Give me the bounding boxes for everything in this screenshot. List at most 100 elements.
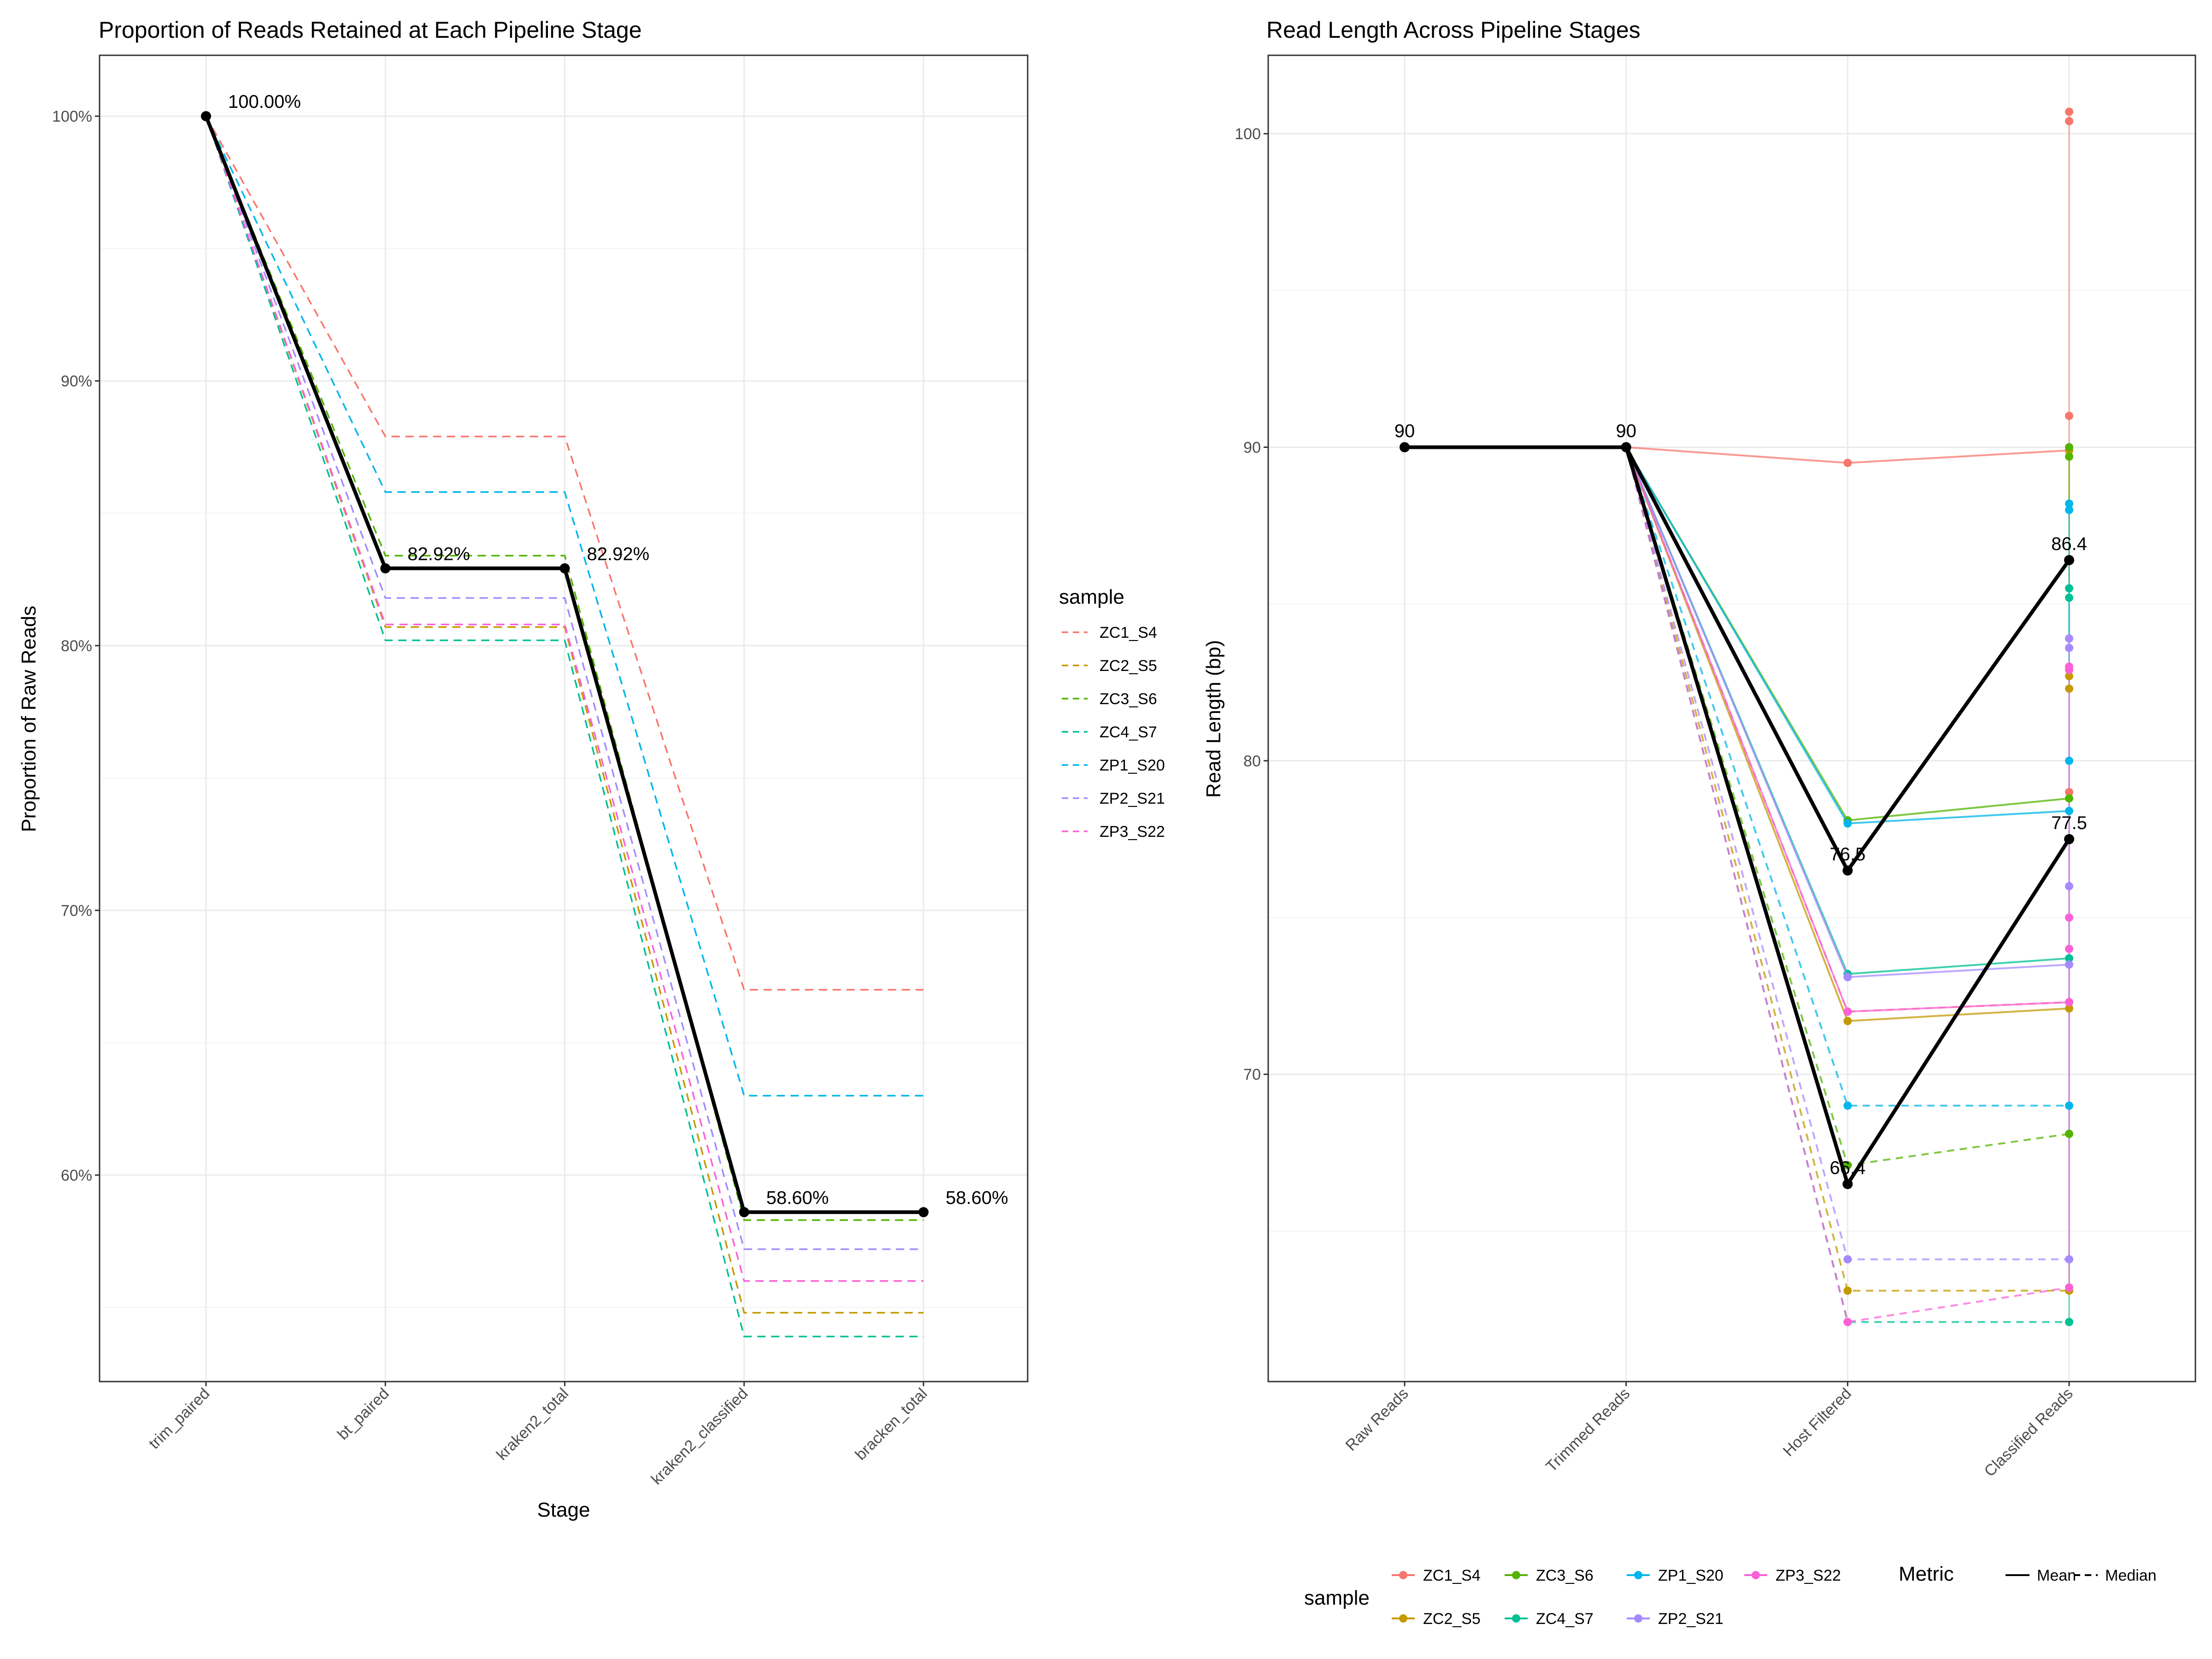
right-extra-point-ZP1_S20	[2065, 506, 2073, 514]
right-summary-data-label: 86.4	[2051, 534, 2087, 554]
right-median-point-ZC2_S5	[1843, 1286, 1852, 1295]
left-series-line-ZC3_S6	[205, 116, 924, 1221]
right-mean-point-ZP3_S22	[1843, 1007, 1852, 1016]
right-summary-data-label: 66.4	[1830, 1158, 1865, 1178]
right-extra-point-ZC2_S5	[2065, 684, 2073, 693]
right-legend-median-label: Median	[2105, 1567, 2157, 1584]
right-extra-point-ZC3_S6	[2065, 443, 2073, 452]
right-summary-point	[2064, 834, 2074, 844]
left-y-tick-label: 90%	[61, 373, 92, 390]
left-data-labels: 100.00% 82.92% 82.92% 58.60% 58.60%	[228, 92, 1008, 1208]
left-chart-title: Proportion of Reads Retained at Each Pip…	[99, 17, 642, 43]
left-summary-data-label: 100.00%	[228, 92, 301, 112]
left-summary-line	[201, 111, 929, 1218]
right-y-tick-labels: 70 80 90 100	[1235, 125, 1268, 1083]
right-legend-mean-label: Mean	[2037, 1567, 2076, 1584]
right-extra-point-ZC1_S4	[2065, 117, 2073, 125]
left-series-line-ZP3_S22	[205, 116, 924, 1282]
right-mean-point-ZP1_S20	[1843, 819, 1852, 828]
right-data-labels: 90 90 76.5 86.4 66.4 77.5	[1394, 421, 2087, 1178]
right-mean-point-ZC2_S5	[1843, 1017, 1852, 1025]
left-summary-point	[559, 563, 570, 574]
left-plot-panel	[100, 55, 1028, 1382]
left-legend: sample ZC1_S4 ZC2_S5 ZC3_S6 ZC4_S7 ZP1_S20 ZP…	[1059, 586, 1165, 841]
left-summary-point	[380, 563, 391, 574]
left-series-line-ZP2_S21	[205, 116, 924, 1250]
left-y-tick-labels: 60% 70% 80% 90% 100%	[52, 108, 100, 1184]
right-legend-dot-ZC2_S5	[1399, 1614, 1407, 1623]
right-legend-metric-title: Metric	[1899, 1563, 1954, 1585]
right-summary-data-label: 76.5	[1830, 844, 1865, 865]
left-series-line-ZP1_S20	[205, 116, 924, 1097]
right-mean-point-ZP3_S22	[2065, 998, 2073, 1006]
left-summary-data-label: 82.92%	[587, 544, 650, 564]
right-legend: sample Metric ZC1_S4 ZC2_S5 ZC3_S6 ZC4_S7 ZP…	[1304, 1563, 2157, 1628]
right-extra-point-ZP3_S22	[2065, 945, 2073, 953]
right-mean-point-ZC2_S5	[2065, 1004, 2073, 1013]
left-panel-border	[99, 54, 1029, 1382]
right-legend-label-ZC3_S6: ZC3_S6	[1536, 1567, 1594, 1584]
right-mean-point-ZC4_S7	[2065, 954, 2073, 963]
right-mean-point-ZC3_S6	[2065, 794, 2073, 803]
left-summary-data-label: 58.60%	[766, 1188, 829, 1208]
right-median-point-ZP2_S21	[1843, 1255, 1852, 1264]
left-summary-point	[918, 1207, 929, 1218]
left-legend-label-ZP1_S20: ZP1_S20	[1100, 757, 1165, 774]
right-extra-point-ZC4_S7	[2065, 584, 2073, 593]
right-extra-point-ZC4_S7	[2065, 594, 2073, 602]
right-extra-point-ZP2_S21	[2065, 643, 2073, 652]
right-extra-point-ZC2_S5	[2065, 672, 2073, 681]
right-summary-line-median	[1405, 445, 2071, 1188]
right-legend-dot-ZP3_S22	[1752, 1571, 1760, 1579]
left-summary-point	[201, 111, 211, 122]
right-median-point-ZP1_S20	[1843, 1101, 1852, 1110]
right-legend-label-ZP3_S22: ZP3_S22	[1776, 1567, 1841, 1584]
right-median-point-ZC3_S6	[2065, 1130, 2073, 1138]
right-mean-point-ZP2_S21	[2065, 960, 2073, 969]
left-y-tick-label: 70%	[61, 902, 92, 919]
right-y-tick-label: 80	[1243, 753, 1261, 770]
right-summary-point	[1621, 442, 1631, 453]
right-summary-point	[1400, 442, 1410, 453]
right-extra-point-ZP1_S20	[2065, 756, 2073, 765]
right-y-tick-label: 100	[1235, 125, 1261, 143]
right-extra-point-ZP2_S21	[2065, 882, 2073, 891]
right-y-tick-label: 90	[1243, 439, 1261, 456]
right-mean-point-ZP1_S20	[2065, 806, 2073, 815]
right-legend-label-ZP1_S20: ZP1_S20	[1658, 1567, 1724, 1584]
left-y-tick-label: 100%	[52, 108, 92, 125]
right-legend-sample-title: sample	[1304, 1587, 1370, 1609]
left-summary-point	[739, 1207, 749, 1218]
right-extra-point-ZP3_S22	[2065, 665, 2073, 674]
right-legend-dot-ZP1_S20	[1634, 1571, 1642, 1579]
right-extra-point-ZP2_S21	[2065, 634, 2073, 643]
right-extra-point-ZP3_S22	[2065, 913, 2073, 922]
right-summary-data-label: 90	[1394, 421, 1415, 441]
left-summary-data-label: 82.92%	[407, 544, 470, 564]
left-x-axis-label: Stage	[537, 1499, 590, 1521]
left-chart: Proportion of Reads Retained at Each Pip…	[18, 17, 1165, 1521]
left-legend-label-ZC2_S5: ZC2_S5	[1100, 657, 1157, 675]
right-legend-dot-ZC4_S7	[1512, 1614, 1520, 1623]
left-y-axis-label: Proportion of Raw Reads	[18, 606, 40, 832]
right-mean-point-ZP2_S21	[1843, 973, 1852, 982]
right-extra-point-ZC1_S4	[2065, 107, 2073, 116]
left-y-tick-label: 80%	[61, 637, 92, 655]
right-median-point-ZP3_S22	[2065, 1283, 2073, 1292]
right-median-point-ZP3_S22	[1843, 1318, 1852, 1326]
right-legend-label-ZC4_S7: ZC4_S7	[1536, 1610, 1594, 1628]
right-y-axis-label: Read Length (bp)	[1202, 640, 1225, 798]
right-y-tick-label: 70	[1243, 1066, 1261, 1083]
right-legend-label-ZC1_S4: ZC1_S4	[1423, 1567, 1481, 1584]
right-median-line-ZP1_S20	[1625, 447, 2069, 1107]
left-y-tick-label: 60%	[61, 1167, 92, 1184]
right-legend-dot-ZC3_S6	[1512, 1571, 1520, 1579]
right-summary-lines	[1400, 442, 2074, 1189]
right-legend-label-ZC2_S5: ZC2_S5	[1423, 1610, 1481, 1628]
left-summary-data-label: 58.60%	[946, 1188, 1008, 1208]
left-legend-label-ZC1_S4: ZC1_S4	[1100, 624, 1157, 641]
right-median-point-ZC3_S6	[1843, 1161, 1852, 1170]
right-extra-point-ZC3_S6	[2065, 452, 2073, 461]
left-legend-label-ZP3_S22: ZP3_S22	[1100, 823, 1165, 841]
right-legend-label-ZP2_S21: ZP2_S21	[1658, 1610, 1724, 1628]
